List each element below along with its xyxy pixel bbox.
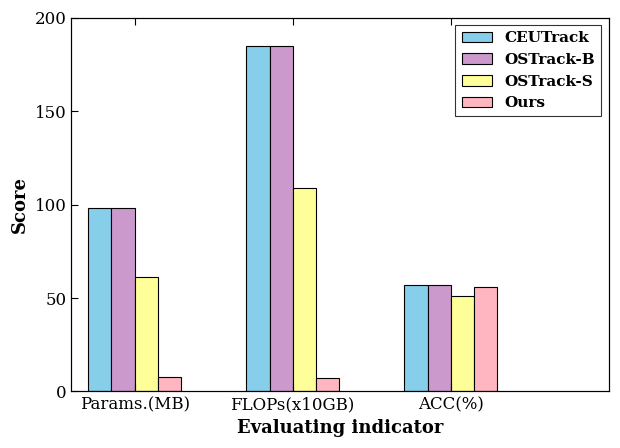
Bar	[88, 208, 112, 392]
Bar	[428, 285, 451, 392]
Bar	[293, 188, 316, 392]
Bar	[474, 287, 497, 392]
Bar	[158, 376, 181, 392]
Bar	[451, 296, 474, 392]
Bar	[246, 46, 270, 392]
Bar	[135, 277, 158, 392]
Bar	[270, 46, 293, 392]
Y-axis label: Score: Score	[11, 176, 29, 233]
X-axis label: Evaluating indicator: Evaluating indicator	[237, 419, 443, 437]
Bar	[112, 208, 135, 392]
Bar	[316, 379, 339, 392]
Legend: CEUTrack, OSTrack-B, OSTrack-S, Ours: CEUTrack, OSTrack-B, OSTrack-S, Ours	[456, 25, 601, 116]
Bar	[404, 285, 428, 392]
